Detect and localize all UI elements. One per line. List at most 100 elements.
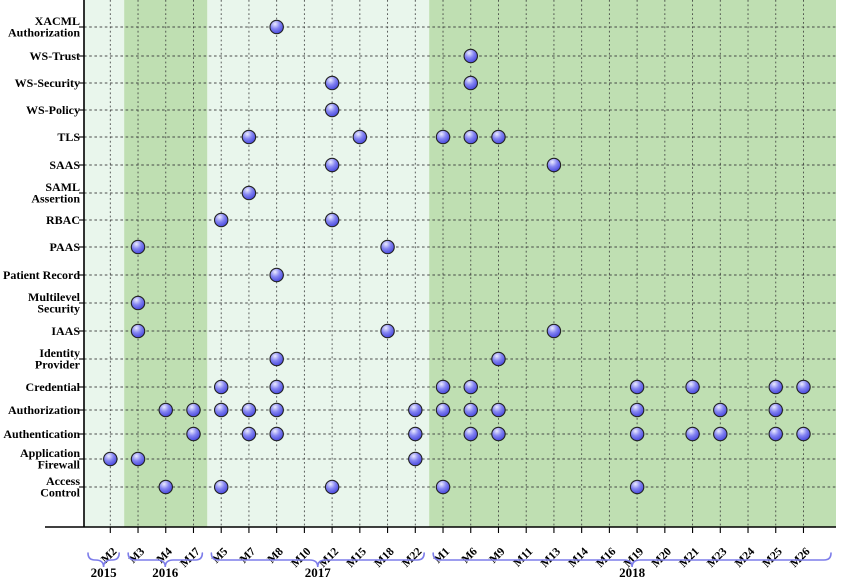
data-point-m23-authorization: [713, 402, 728, 418]
data-point-m5-rbac: [213, 212, 229, 228]
data-point-m7-authorization: [241, 402, 257, 418]
x-axis-label-m22: M22: [400, 545, 424, 569]
year-band-2016: [124, 0, 208, 527]
data-point-m9-tls: [491, 129, 506, 145]
data-point-m26-authentication: [796, 426, 811, 442]
data-point-m22-application-firewall: [408, 451, 423, 467]
y-axis-label-tls: TLS: [57, 130, 80, 144]
x-axis-label-m18: M18: [372, 545, 396, 569]
x-axis-label-m24: M24: [733, 545, 757, 569]
data-point-m13-saas: [546, 157, 562, 173]
year-label-2018: 2018: [619, 565, 646, 580]
data-point-m6-ws-trust: [463, 48, 479, 64]
data-point-m26-credential: [796, 379, 811, 395]
x-axis-label-m20: M20: [650, 545, 674, 569]
y-axis-label-xacml-authorization: XACML Authorization: [8, 14, 80, 40]
y-axis-label-paas: PAAS: [50, 240, 81, 254]
data-point-m4-authorization: [158, 402, 174, 418]
data-point-m2-application-firewall: [103, 451, 118, 467]
data-point-m19-authentication: [629, 426, 645, 442]
data-point-m3-multilevel-security: [130, 295, 146, 311]
y-axis-label-multilevel-security: Multilevel Security: [28, 290, 81, 316]
y-axis-label-application-firewall: Application Firewall: [20, 446, 81, 472]
data-point-m12-ws-policy: [324, 102, 340, 118]
data-point-m9-identity-provider: [491, 351, 506, 367]
x-axis-label-m23: M23: [705, 545, 729, 569]
data-point-m12-access-control: [324, 479, 340, 495]
year-band-2015: [84, 0, 125, 527]
data-point-m18-paas: [380, 239, 395, 255]
data-point-m5-authorization: [213, 402, 229, 418]
data-point-m6-credential: [463, 379, 479, 395]
data-point-m7-tls: [241, 129, 257, 145]
data-point-m17-authentication: [186, 426, 201, 442]
y-axis-label-ws-trust: WS-Trust: [30, 49, 80, 63]
data-point-m17-authorization: [186, 402, 201, 418]
data-point-m7-saml-assertion: [241, 185, 257, 201]
data-point-m3-paas: [130, 239, 146, 255]
y-axis-label-authentication: Authentication: [3, 427, 80, 441]
x-axis-label-m7: M7: [238, 545, 258, 565]
x-axis-label-m17: M17: [178, 545, 202, 569]
year-brace-2017: [210, 552, 425, 568]
x-axis-label-m14: M14: [566, 545, 590, 569]
year-brace-2016: [127, 552, 204, 568]
data-point-m21-credential: [685, 379, 700, 395]
data-point-m8-authentication: [269, 426, 284, 442]
data-point-m6-ws-security: [463, 75, 479, 91]
data-point-m4-access-control: [158, 479, 174, 495]
data-point-m1-credential: [435, 379, 451, 395]
y-axis-label-authorization: Authorization: [8, 403, 80, 417]
year-label-2016: 2016: [152, 565, 179, 580]
data-point-m7-authentication: [241, 426, 257, 442]
x-axis-label-m3: M3: [127, 545, 147, 565]
data-point-m22-authentication: [408, 426, 423, 442]
data-point-m12-ws-security: [324, 75, 340, 91]
data-point-m9-authorization: [491, 402, 506, 418]
data-point-m25-credential: [768, 379, 783, 395]
data-point-m22-authorization: [408, 402, 423, 418]
y-axis-label-patient-record: Patient Record: [3, 268, 80, 282]
x-axis-label-m1: M1: [432, 545, 452, 565]
x-axis-label-m5: M5: [210, 545, 230, 565]
y-axis-label-identity-provider: Identity Provider: [35, 346, 81, 372]
data-point-m6-tls: [463, 129, 479, 145]
data-point-m6-authorization: [463, 402, 479, 418]
data-point-m8-patient-record: [269, 267, 284, 283]
y-axis-label-credential: Credential: [26, 380, 81, 394]
x-axis-label-m26: M26: [788, 545, 812, 569]
y-axis-label-saas: SAAS: [49, 158, 80, 172]
x-axis-label-m11: M11: [511, 545, 535, 569]
data-point-m6-authentication: [463, 426, 479, 442]
data-point-m9-authentication: [491, 426, 506, 442]
data-point-m25-authorization: [768, 402, 783, 418]
data-point-m8-identity-provider: [269, 351, 284, 367]
data-point-m13-iaas: [546, 323, 562, 339]
data-point-m18-iaas: [380, 323, 395, 339]
year-brace-2015: [87, 552, 120, 568]
year-label-2015: 2015: [91, 565, 118, 580]
data-point-m3-iaas: [130, 323, 146, 339]
data-point-m8-xacml-authorization: [269, 19, 284, 35]
data-point-m1-authorization: [435, 402, 451, 418]
data-point-m8-authorization: [269, 402, 284, 418]
data-point-m3-application-firewall: [130, 451, 146, 467]
y-axis-label-iaas: IAAS: [51, 324, 80, 338]
data-point-m12-rbac: [324, 212, 340, 228]
data-point-m12-saas: [324, 157, 340, 173]
data-point-m25-authentication: [768, 426, 783, 442]
data-point-m1-access-control: [435, 479, 451, 495]
y-axis-label-ws-policy: WS-Policy: [26, 103, 80, 117]
data-point-m19-access-control: [629, 479, 645, 495]
data-point-m8-credential: [269, 379, 284, 395]
y-axis-label-saml-assertion: SAML Assertion: [31, 180, 80, 206]
y-axis-label-ws-security: WS-Security: [15, 76, 80, 90]
x-axis-label-m9: M9: [487, 545, 507, 565]
x-axis-label-m21: M21: [677, 545, 701, 569]
x-axis-label-m16: M16: [594, 545, 618, 569]
x-axis-label-m8: M8: [266, 545, 286, 565]
data-point-m19-authorization: [629, 402, 645, 418]
year-band-2017: [207, 0, 430, 527]
